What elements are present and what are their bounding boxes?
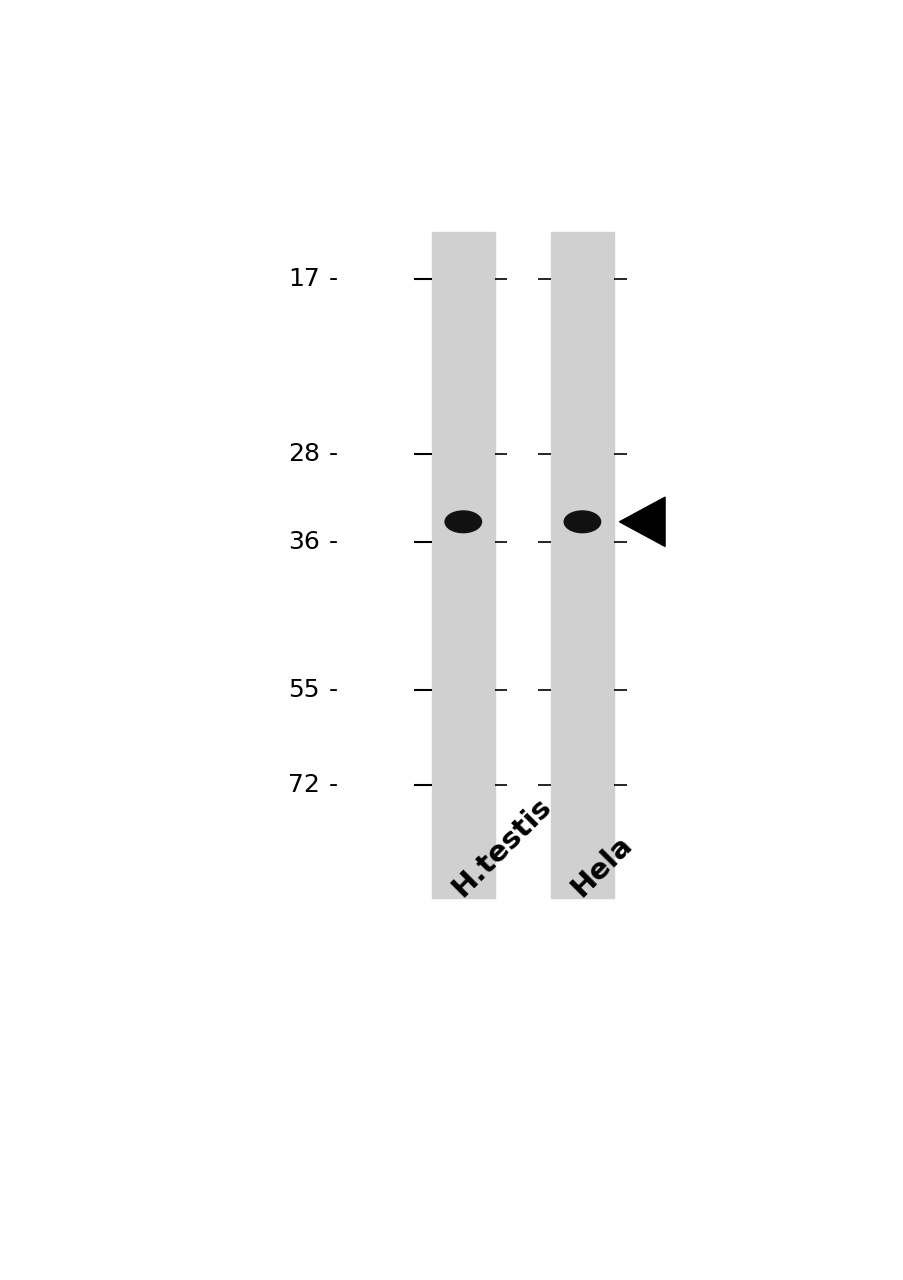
Text: 17: 17 xyxy=(288,268,320,291)
Text: -: - xyxy=(321,442,338,466)
Text: -: - xyxy=(321,268,338,291)
Bar xyxy=(550,233,613,897)
Ellipse shape xyxy=(563,511,600,532)
Polygon shape xyxy=(619,497,665,547)
Text: 55: 55 xyxy=(288,678,320,703)
Ellipse shape xyxy=(444,511,481,532)
Text: H.testis: H.testis xyxy=(446,792,556,902)
Text: -: - xyxy=(321,530,338,554)
Text: 72: 72 xyxy=(287,773,320,796)
Text: -: - xyxy=(321,678,338,703)
Text: Hela: Hela xyxy=(565,831,638,902)
Text: 28: 28 xyxy=(287,442,320,466)
Bar xyxy=(432,233,494,897)
Text: -: - xyxy=(321,773,338,796)
Text: 36: 36 xyxy=(287,530,320,554)
